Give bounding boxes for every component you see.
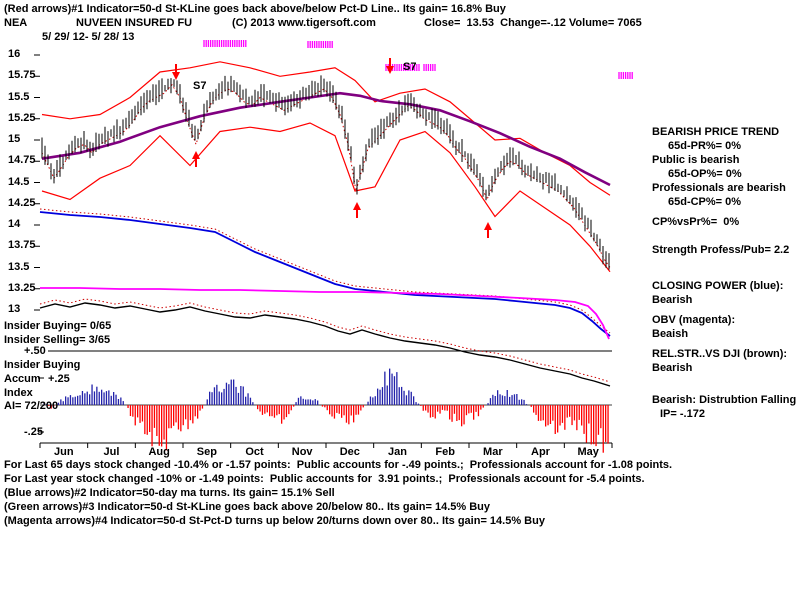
upper-band-line bbox=[41, 61, 611, 196]
right-panel-line: Beaish bbox=[652, 328, 689, 340]
price-axis-label: 14.5 bbox=[8, 175, 30, 188]
price-axis-label: 13 bbox=[8, 303, 21, 315]
cp-ma-dotted bbox=[39, 208, 611, 334]
month-label: Jun bbox=[54, 446, 74, 458]
right-panel-line: CP%vsPr%= 0% bbox=[652, 216, 740, 228]
accum-caption-3: Index bbox=[4, 387, 33, 399]
insider-selling-stat: Insider Selling= 3/65 bbox=[4, 334, 111, 346]
right-panel-line: Bearish: Distrubtion Falling bbox=[652, 394, 797, 406]
right-panel-line: Bearish bbox=[652, 294, 693, 306]
month-label: Aug bbox=[148, 446, 170, 458]
right-panel-line: Professionals are bearish bbox=[652, 182, 786, 194]
accum-histogram bbox=[43, 368, 609, 453]
price-bars bbox=[41, 75, 610, 270]
s7-label: S7 bbox=[403, 61, 416, 73]
month-label: Oct bbox=[245, 446, 264, 458]
footer-caption: For Last 65 days stock changed -10.4% or… bbox=[4, 459, 673, 471]
accum-scale-m25: -.25 bbox=[24, 426, 43, 438]
month-label: Jul bbox=[103, 446, 120, 458]
price-axis-label: 14.75 bbox=[8, 154, 36, 167]
rs-ma-dotted bbox=[39, 298, 611, 383]
price-axis-label: 14 bbox=[8, 218, 21, 230]
accum-ai-stat: AI= 72/200 bbox=[4, 400, 59, 412]
rel-strength-line bbox=[39, 302, 611, 387]
indicator1-caption: (Red arrows)#1 Indicator=50-d St-KLine g… bbox=[4, 3, 506, 15]
right-panel-line: 65d-PR%= 0% bbox=[668, 140, 742, 152]
month-label: Jan bbox=[388, 446, 407, 458]
company-name: NUVEEN INSURED FU bbox=[76, 17, 193, 29]
price-axis-label: 13.5 bbox=[8, 260, 30, 273]
accum-scale-p50: +.50 bbox=[24, 345, 46, 357]
price-axis-label: 16 bbox=[8, 48, 21, 60]
s7-label: S7 bbox=[193, 80, 206, 92]
lower-band-line bbox=[41, 122, 611, 273]
month-label: Apr bbox=[531, 446, 550, 458]
footer-caption: (Blue arrows)#2 Indicator=50-day ma turn… bbox=[4, 487, 335, 499]
footer-caption: (Magenta arrows)#4 Indicator=50-d St-Pct… bbox=[4, 515, 545, 527]
red-signal-arrows bbox=[172, 58, 492, 238]
right-panel-line: Public is bearish bbox=[652, 154, 740, 166]
price-axis-label: 14.25 bbox=[8, 196, 36, 209]
month-label: May bbox=[577, 446, 599, 458]
price-axis-label: 15 bbox=[8, 133, 21, 145]
month-label: Feb bbox=[435, 446, 455, 458]
purple-ma-line bbox=[41, 91, 611, 187]
quote-line: Close= 13.53 Change=-.12 Volume= 7065 bbox=[424, 17, 642, 29]
footer-caption: (Green arrows)#3 Indicator=50-d St-KLine… bbox=[4, 501, 490, 513]
price-axis-label: 15.75 bbox=[8, 69, 36, 82]
accum-caption-2: Accum bbox=[4, 373, 41, 385]
ticker-symbol: NEA bbox=[4, 17, 28, 29]
month-label: Mar bbox=[483, 446, 503, 458]
closing-power-line bbox=[39, 211, 611, 337]
date-range: 5/ 29/ 12- 5/ 28/ 13 bbox=[42, 31, 135, 43]
right-panel-line: Strength Profess/Pub= 2.2 bbox=[652, 244, 790, 256]
price-axis-label: 15.25 bbox=[8, 111, 36, 124]
right-panel-line: Bearish bbox=[652, 362, 693, 374]
price-axis-label: 15.5 bbox=[8, 90, 30, 103]
month-label: Sep bbox=[196, 446, 217, 458]
footer-caption: For Last year stock changed -10% or -1.4… bbox=[4, 473, 645, 485]
accum-scale-p25: +.25 bbox=[48, 373, 70, 385]
insider-buying-stat: Insider Buying= 0/65 bbox=[4, 320, 112, 332]
right-panel-line: CLOSING POWER (blue): bbox=[652, 280, 784, 292]
right-panel-line: 65d-OP%= 0% bbox=[668, 168, 742, 180]
right-panel-line: IP= -.172 bbox=[660, 408, 705, 420]
price-axis-label: 13.25 bbox=[8, 281, 36, 294]
price-axis-label: 13.75 bbox=[8, 239, 36, 252]
right-panel-line: OBV (magenta): bbox=[652, 314, 736, 326]
accum-caption-1: Insider Buying bbox=[4, 359, 81, 371]
right-panel-line: REL.STR..VS DJI (brown): bbox=[652, 348, 788, 360]
right-panel-line: BEARISH PRICE TREND bbox=[652, 126, 780, 138]
month-label: Dec bbox=[339, 446, 360, 458]
right-panel-line: 65d-CP%= 0% bbox=[668, 196, 742, 208]
copyright-text: (C) 2013 www.tigersoft.com bbox=[232, 17, 376, 29]
month-label: Nov bbox=[291, 446, 313, 458]
obv-line bbox=[40, 287, 610, 340]
